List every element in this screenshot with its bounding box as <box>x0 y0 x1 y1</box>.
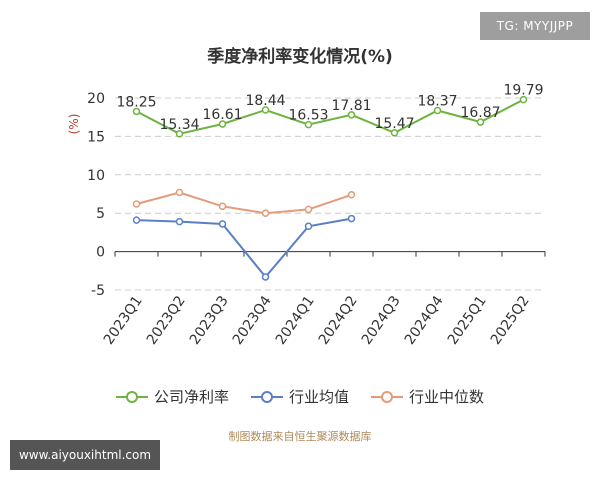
series-line-industry-avg <box>136 217 352 279</box>
data-label: 17.81 <box>331 98 371 114</box>
y-tick-label: 20 <box>87 91 105 107</box>
legend-line-marker-icon <box>371 390 403 403</box>
data-point-industry-median <box>218 202 227 211</box>
data-point-industry-avg <box>132 216 141 224</box>
legend-label-industry-median: 行业中位数 <box>409 388 485 406</box>
y-tick-label: -5 <box>91 283 105 299</box>
x-tick-label: 2024Q3 <box>359 293 404 348</box>
data-label: 18.25 <box>116 94 156 110</box>
y-tick-label: 10 <box>87 168 105 184</box>
data-point-industry-avg <box>304 222 313 231</box>
chart-title: 季度净利率变化情况(%) <box>207 47 393 67</box>
y-tick-label: 5 <box>96 206 105 222</box>
x-tick-label: 2024Q2 <box>316 293 361 348</box>
data-point-industry-avg <box>261 273 270 281</box>
data-point-company <box>175 130 184 138</box>
tag-badge: TG: MYYJJPP <box>480 12 590 40</box>
data-label: 15.47 <box>374 116 414 132</box>
data-point-company <box>347 111 356 119</box>
data-point-industry-median <box>175 188 184 197</box>
data-point-industry-avg <box>175 217 184 226</box>
watermark: www.aiyouxihtml.com <box>10 440 160 470</box>
data-point-company <box>476 118 485 126</box>
data-label: 18.37 <box>417 94 457 110</box>
chart-legend: 公司净利率 行业均值 行业中位数 <box>0 386 600 407</box>
x-tick-label: 2023Q2 <box>144 293 189 348</box>
y-axis-title: (%) <box>67 114 81 135</box>
y-tick-label: 0 <box>96 245 105 261</box>
data-label: 16.87 <box>460 105 500 121</box>
y-tick-label: 15 <box>87 129 105 145</box>
x-tick-label: 2023Q4 <box>230 293 275 348</box>
data-point-company <box>519 95 528 104</box>
x-tick-label: 2023Q1 <box>101 293 146 348</box>
data-point-company <box>261 106 270 114</box>
x-tick-label: 2024Q1 <box>273 293 318 348</box>
data-label: 15.34 <box>159 117 199 133</box>
line-chart: 20151050-5(%)2023Q12023Q22023Q32023Q4202… <box>67 83 546 348</box>
data-label: 16.53 <box>288 108 328 124</box>
data-point-industry-median <box>347 191 356 199</box>
data-point-company <box>390 129 399 137</box>
series-line-industry-median <box>136 191 352 215</box>
data-label: 18.44 <box>245 93 285 109</box>
data-point-company <box>433 106 442 115</box>
legend-item-industry-median[interactable]: 行业中位数 <box>371 386 484 407</box>
data-point-company <box>304 120 313 129</box>
x-tick-label: 2024Q4 <box>402 293 447 348</box>
legend-label-company: 公司净利率 <box>153 388 229 406</box>
data-point-industry-median <box>132 200 141 208</box>
x-tick-label: 2023Q3 <box>187 293 232 348</box>
series-line-company <box>136 98 524 135</box>
data-point-industry-avg <box>218 220 227 228</box>
x-tick-label: 2025Q2 <box>488 293 533 348</box>
legend-label-industry-avg: 行业均值 <box>288 388 349 406</box>
data-point-industry-median <box>261 209 270 217</box>
data-point-industry-avg <box>347 214 356 223</box>
data-point-company <box>218 120 227 128</box>
data-point-company <box>132 107 141 116</box>
data-label: 16.61 <box>202 107 242 123</box>
legend-item-company[interactable]: 公司净利率 <box>115 386 229 407</box>
data-source-note: 制图数据来自恒生聚源数据库 <box>228 430 372 443</box>
x-tick-label: 2025Q1 <box>445 293 490 348</box>
legend-line-marker-icon <box>250 390 283 403</box>
legend-line-marker-icon <box>115 390 148 403</box>
legend-item-industry-avg[interactable]: 行业均值 <box>250 386 349 407</box>
data-label: 19.79 <box>503 83 543 99</box>
data-point-industry-median <box>304 205 313 214</box>
